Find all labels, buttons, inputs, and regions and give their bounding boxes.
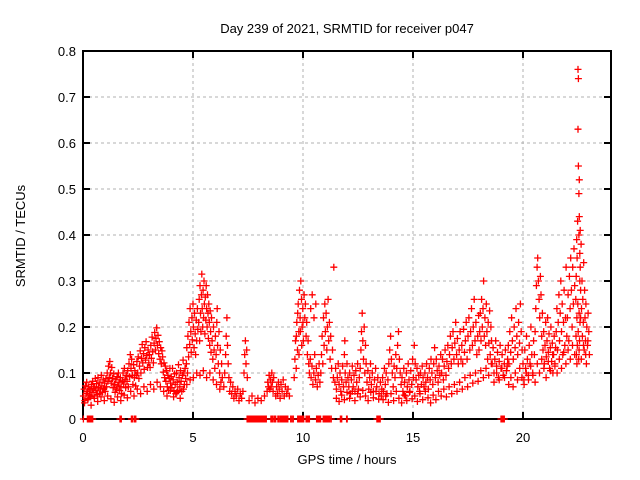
tick-labels: 0 5 10 15 20 0 0.1 0.2 0.3 0.4 0.5 0.6 0.7 0.8 [58,44,530,445]
y-tick-label: 0.7 [58,90,76,105]
y-tick-label: 0.6 [58,136,76,151]
y-tick-label: 0.8 [58,44,76,59]
y-tick-label: 0.5 [58,182,76,197]
chart-title: Day 239 of 2021, SRMTID for receiver p04… [220,21,474,36]
y-tick-label: 0.3 [58,274,76,289]
y-tick-label: 0.4 [58,228,76,243]
x-tick-label: 0 [79,430,86,445]
y-tick-label: 0 [69,412,76,427]
x-tick-label: 15 [406,430,420,445]
y-axis-label: SRMTID / TECUs [13,184,28,287]
x-axis-label: GPS time / hours [298,452,397,467]
x-tick-label: 10 [296,430,310,445]
grid-lines [83,51,611,419]
x-tick-label: 5 [189,430,196,445]
x-tick-label: 20 [516,430,530,445]
y-tick-label: 0.2 [58,320,76,335]
y-tick-label: 0.1 [58,366,76,381]
data-points [79,65,593,423]
